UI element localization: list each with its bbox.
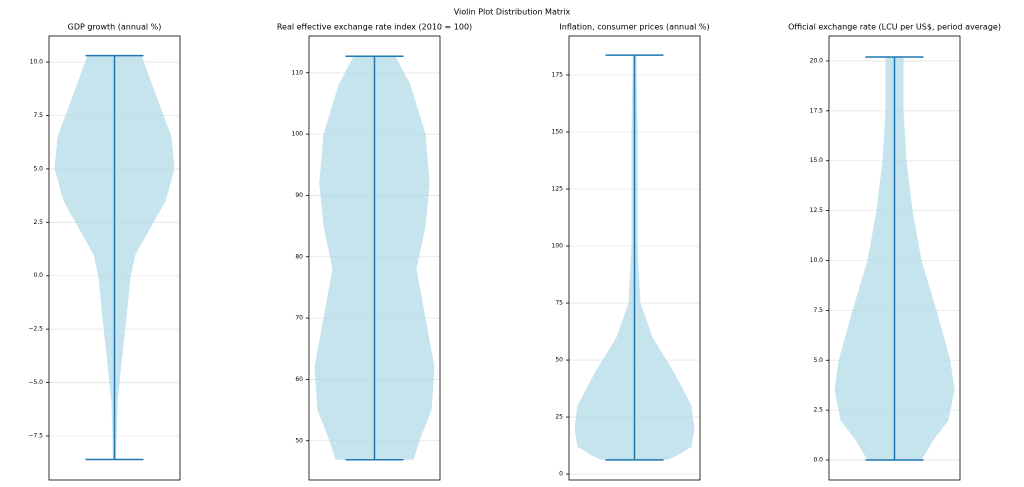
y-tick-label: 80 xyxy=(295,253,303,260)
panel-title: Inflation, consumer prices (annual %) xyxy=(559,23,709,32)
y-tick-label: −5.0 xyxy=(28,379,43,386)
y-tick-label: 12.5 xyxy=(810,207,824,214)
panel-title: GDP growth (annual %) xyxy=(68,23,162,32)
y-tick-label: 50 xyxy=(555,357,563,364)
y-tick-label: −7.5 xyxy=(28,432,43,439)
y-tick-label: 25 xyxy=(555,414,563,421)
y-tick-label: 5.0 xyxy=(33,165,43,172)
y-tick-label: 150 xyxy=(552,129,564,136)
y-tick-label: 15.0 xyxy=(810,157,824,164)
y-tick-label: 75 xyxy=(555,300,563,307)
panel-title: Real effective exchange rate index (2010… xyxy=(277,23,472,32)
plot-frame xyxy=(308,35,441,481)
y-tick-label: 125 xyxy=(552,186,564,193)
y-tick-label: 7.5 xyxy=(813,307,823,314)
y-tick-label: 60 xyxy=(295,376,303,383)
y-tick-label: 5.0 xyxy=(813,357,823,364)
y-tick-label: 175 xyxy=(552,71,564,78)
y-tick-label: 100 xyxy=(552,243,564,250)
y-tick-label: 10.0 xyxy=(30,59,44,66)
y-tick-label: 20.0 xyxy=(810,57,824,64)
y-tick-label: 90 xyxy=(295,192,303,199)
y-tick-label: 7.5 xyxy=(33,112,43,119)
y-tick-label: −2.5 xyxy=(28,326,43,333)
y-tick-label: 10.0 xyxy=(810,257,824,264)
plot-frame xyxy=(828,35,961,481)
plot-frame xyxy=(48,35,181,481)
suptitle: Violin Plot Distribution Matrix xyxy=(454,8,571,17)
y-tick-label: 17.5 xyxy=(810,107,824,114)
plot-frame xyxy=(568,35,701,481)
y-tick-label: 110 xyxy=(292,69,304,76)
y-tick-label: 100 xyxy=(292,131,304,138)
panel-title: Official exchange rate (LCU per US$, per… xyxy=(788,23,1001,32)
y-tick-label: 0.0 xyxy=(33,272,43,279)
y-tick-label: 2.5 xyxy=(813,407,823,414)
y-tick-label: 0 xyxy=(559,471,563,478)
y-tick-label: 2.5 xyxy=(33,219,43,226)
y-tick-label: 50 xyxy=(295,437,303,444)
y-tick-label: 70 xyxy=(295,315,303,322)
y-tick-label: 0.0 xyxy=(813,457,823,464)
